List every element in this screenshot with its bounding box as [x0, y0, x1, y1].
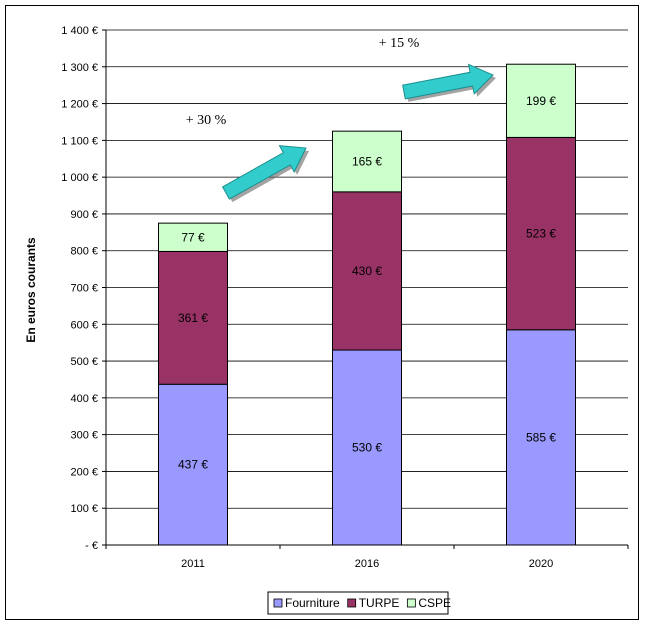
- legend-box: [267, 591, 449, 615]
- x-tick-label: 2011: [181, 558, 205, 570]
- y-tick-label: 800 €: [70, 246, 98, 258]
- bar-turpe-2016: [332, 191, 402, 351]
- growth-arrows: + 30 % + 15 %: [186, 36, 496, 203]
- data-label: 530 €: [352, 441, 382, 455]
- x-tick-label: 2016: [355, 558, 379, 570]
- y-tick-label: 700 €: [70, 283, 98, 295]
- axes: [105, 30, 628, 546]
- growth-annotation: + 30 %: [186, 113, 227, 128]
- legend-swatch-turpe: [347, 598, 357, 608]
- y-tick-label: 300 €: [70, 430, 98, 442]
- x-axis-ticks: 2011 2016 2020: [105, 545, 629, 570]
- growth-annotation: + 15 %: [379, 36, 420, 51]
- bar-turpe-2011: [158, 250, 228, 385]
- y-axis-label: En euros courants: [24, 237, 38, 343]
- y-tick-label: 1 200 €: [61, 99, 98, 111]
- bar-cspe-2020: [506, 63, 576, 138]
- data-label: 437 €: [178, 458, 208, 472]
- data-label: 199 €: [526, 94, 556, 108]
- legend-label-cspe: CSPE: [418, 596, 451, 610]
- y-tick-label: 600 €: [70, 319, 98, 331]
- y-tick-label: 1 300 €: [61, 62, 98, 74]
- legend-swatch-cspe: [406, 598, 416, 608]
- y-tick-label: 1 000 €: [61, 172, 98, 184]
- legend-label-turpe: TURPE: [359, 596, 400, 610]
- data-label: 361 €: [178, 311, 208, 325]
- y-tick-label: 200 €: [70, 466, 98, 478]
- bar-cspe-2011: [158, 222, 228, 252]
- legend: Fourniture TURPE CSPE: [267, 591, 451, 615]
- bars: 437 € 361 € 77 € 530 € 430 € 165 € 585 € 523 € 1…: [158, 63, 576, 546]
- growth-arrow-icon: [402, 63, 494, 100]
- data-label: 523 €: [526, 227, 556, 241]
- bar-fourniture-2011: [158, 383, 228, 546]
- y-tick-label: 900 €: [70, 209, 98, 221]
- y-tick-label: 1 100 €: [61, 135, 98, 147]
- data-label: 165 €: [352, 155, 382, 169]
- bar-cspe-2016: [332, 130, 402, 193]
- y-tick-label: 100 €: [70, 503, 98, 515]
- data-label: 585 €: [526, 430, 556, 444]
- growth-arrow-icon: [221, 145, 307, 200]
- y-tick-label: - €: [85, 540, 98, 552]
- bar-turpe-2020: [506, 136, 576, 331]
- y-axis-ticks: - € 100 € 200 € 300 € 400 € 500 € 600 € 700 € 80…: [61, 25, 106, 552]
- x-tick-label: 2020: [529, 558, 553, 570]
- data-label: 77 €: [181, 230, 205, 244]
- y-tick-label: 500 €: [70, 356, 98, 368]
- data-label: 430 €: [352, 264, 382, 278]
- y-tick-label: 400 €: [70, 393, 98, 405]
- bar-fourniture-2020: [506, 329, 576, 546]
- legend-label-fourniture: Fourniture: [285, 596, 340, 610]
- y-tick-label: 1 400 €: [61, 25, 98, 37]
- legend-swatch-fourniture: [273, 598, 283, 608]
